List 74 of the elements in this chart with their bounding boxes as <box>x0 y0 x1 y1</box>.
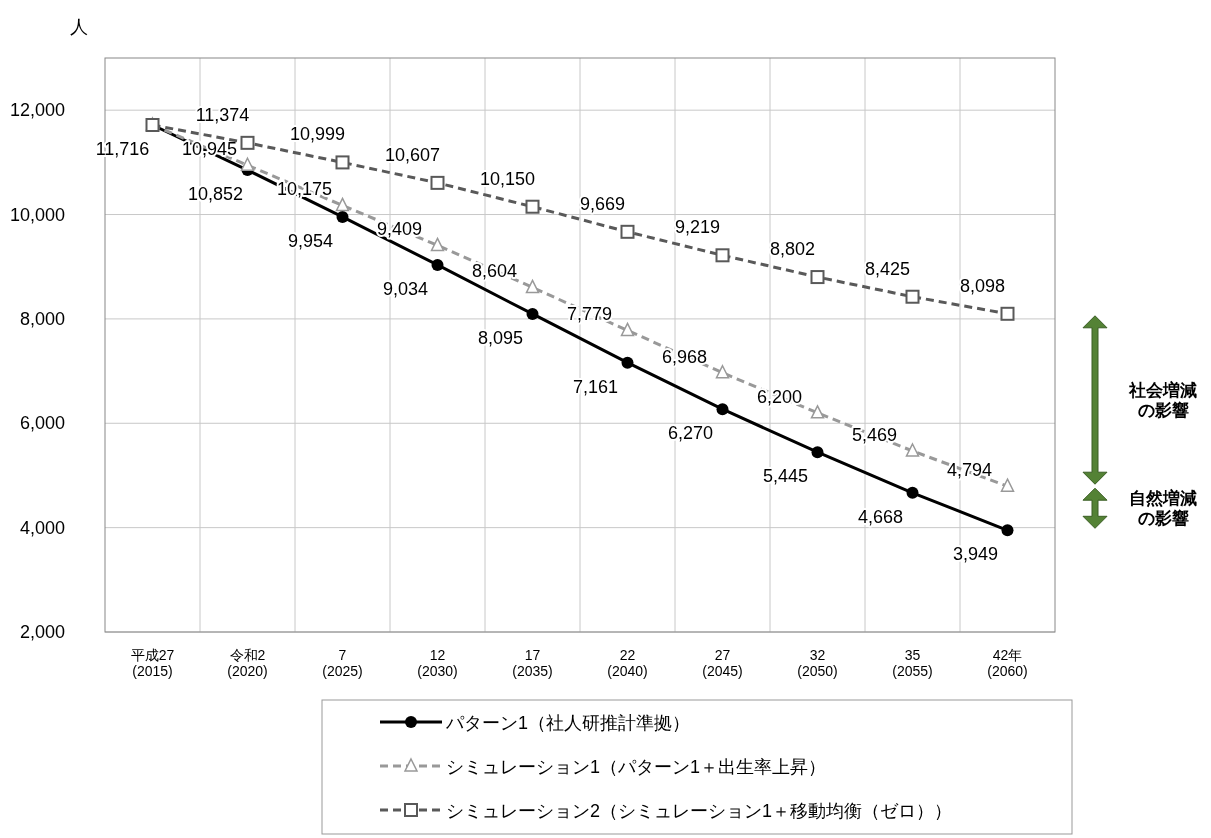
point <box>716 403 729 416</box>
data-label: 3,949 <box>952 544 999 565</box>
point <box>1000 478 1015 492</box>
data-label: 9,409 <box>376 219 423 240</box>
data-label: 9,954 <box>287 230 334 251</box>
point <box>621 356 634 369</box>
point <box>240 157 255 171</box>
x-tick-label: 12 (2030) <box>417 647 458 680</box>
x-tick-label: 平成27 (2015) <box>130 647 175 680</box>
data-label: 4,794 <box>946 460 993 481</box>
text: 社会増減の影響 <box>1128 380 1197 420</box>
data-label: 9,219 <box>674 217 721 238</box>
point <box>905 289 920 304</box>
y-tick-label: 2,000 <box>19 622 65 642</box>
point <box>336 210 349 223</box>
point <box>810 270 825 285</box>
point <box>431 258 444 271</box>
x-tick-label: 35 (2055) <box>892 647 933 680</box>
y-axis-title: 人 <box>70 17 88 37</box>
y-tick-label: 12,000 <box>9 100 65 121</box>
point <box>620 224 635 239</box>
point <box>715 248 730 263</box>
y-tick-label: 8,000 <box>19 308 65 329</box>
point <box>1000 306 1015 321</box>
data-label: 7,161 <box>572 376 619 397</box>
data-label: 5,445 <box>762 466 809 487</box>
x-tick-label: 42年 (2060) <box>987 647 1028 680</box>
data-label: 8,098 <box>959 275 1006 296</box>
point <box>430 175 445 190</box>
legend-label: シミュレーション1（パターン1＋出生率上昇） <box>446 757 827 777</box>
legend-label: パターン1（社人研推計準拠） <box>445 713 691 733</box>
point <box>525 199 540 214</box>
point <box>335 197 350 212</box>
x-tick-label: 27 (2045) <box>702 647 743 680</box>
data-label: 10,852 <box>187 184 244 205</box>
x-tick-label: 32 (2050) <box>797 647 838 680</box>
x-tick-label: 7 (2025) <box>322 647 363 680</box>
point <box>525 279 540 294</box>
data-label: 4,668 <box>857 506 904 527</box>
data-label: 6,200 <box>756 386 803 407</box>
point <box>905 443 920 457</box>
data-label: 6,968 <box>661 346 708 367</box>
point <box>240 135 255 150</box>
point <box>810 405 825 419</box>
data-label: 8,095 <box>477 327 524 348</box>
data-label: 9,034 <box>382 278 429 299</box>
data-label: 10,607 <box>384 144 441 165</box>
point <box>620 322 635 337</box>
x-tick-label: 17 (2035) <box>512 647 553 680</box>
y-tick-label: 6,000 <box>19 413 65 434</box>
data-label: 5,469 <box>851 424 898 445</box>
data-label: 11,716 <box>95 139 150 159</box>
data-label: 6,270 <box>667 423 714 444</box>
point <box>811 446 824 459</box>
data-label: 8,425 <box>864 258 911 279</box>
point <box>430 237 445 252</box>
y-tick-label: 4,000 <box>19 517 65 538</box>
y-tick-label: 10,000 <box>9 204 65 225</box>
data-label: 8,604 <box>471 261 518 282</box>
data-label: 7,779 <box>566 304 613 325</box>
data-label: 11,374 <box>195 104 250 125</box>
point <box>1001 524 1014 537</box>
text: 自然増減の影響 <box>1129 488 1197 528</box>
legend-label: シミュレーション2（シミュレーション1＋移動均衡（ゼロ）） <box>446 801 953 821</box>
point <box>906 486 919 499</box>
point <box>526 307 539 320</box>
data-label: 8,802 <box>769 239 816 260</box>
point <box>715 365 730 379</box>
data-label: 9,669 <box>579 193 626 214</box>
x-tick-label: 令和2 (2020) <box>227 647 268 680</box>
point <box>335 155 350 170</box>
x-tick-label: 22 (2040) <box>607 647 648 680</box>
data-label: 10,999 <box>289 124 346 145</box>
data-label: 10,150 <box>479 168 536 189</box>
